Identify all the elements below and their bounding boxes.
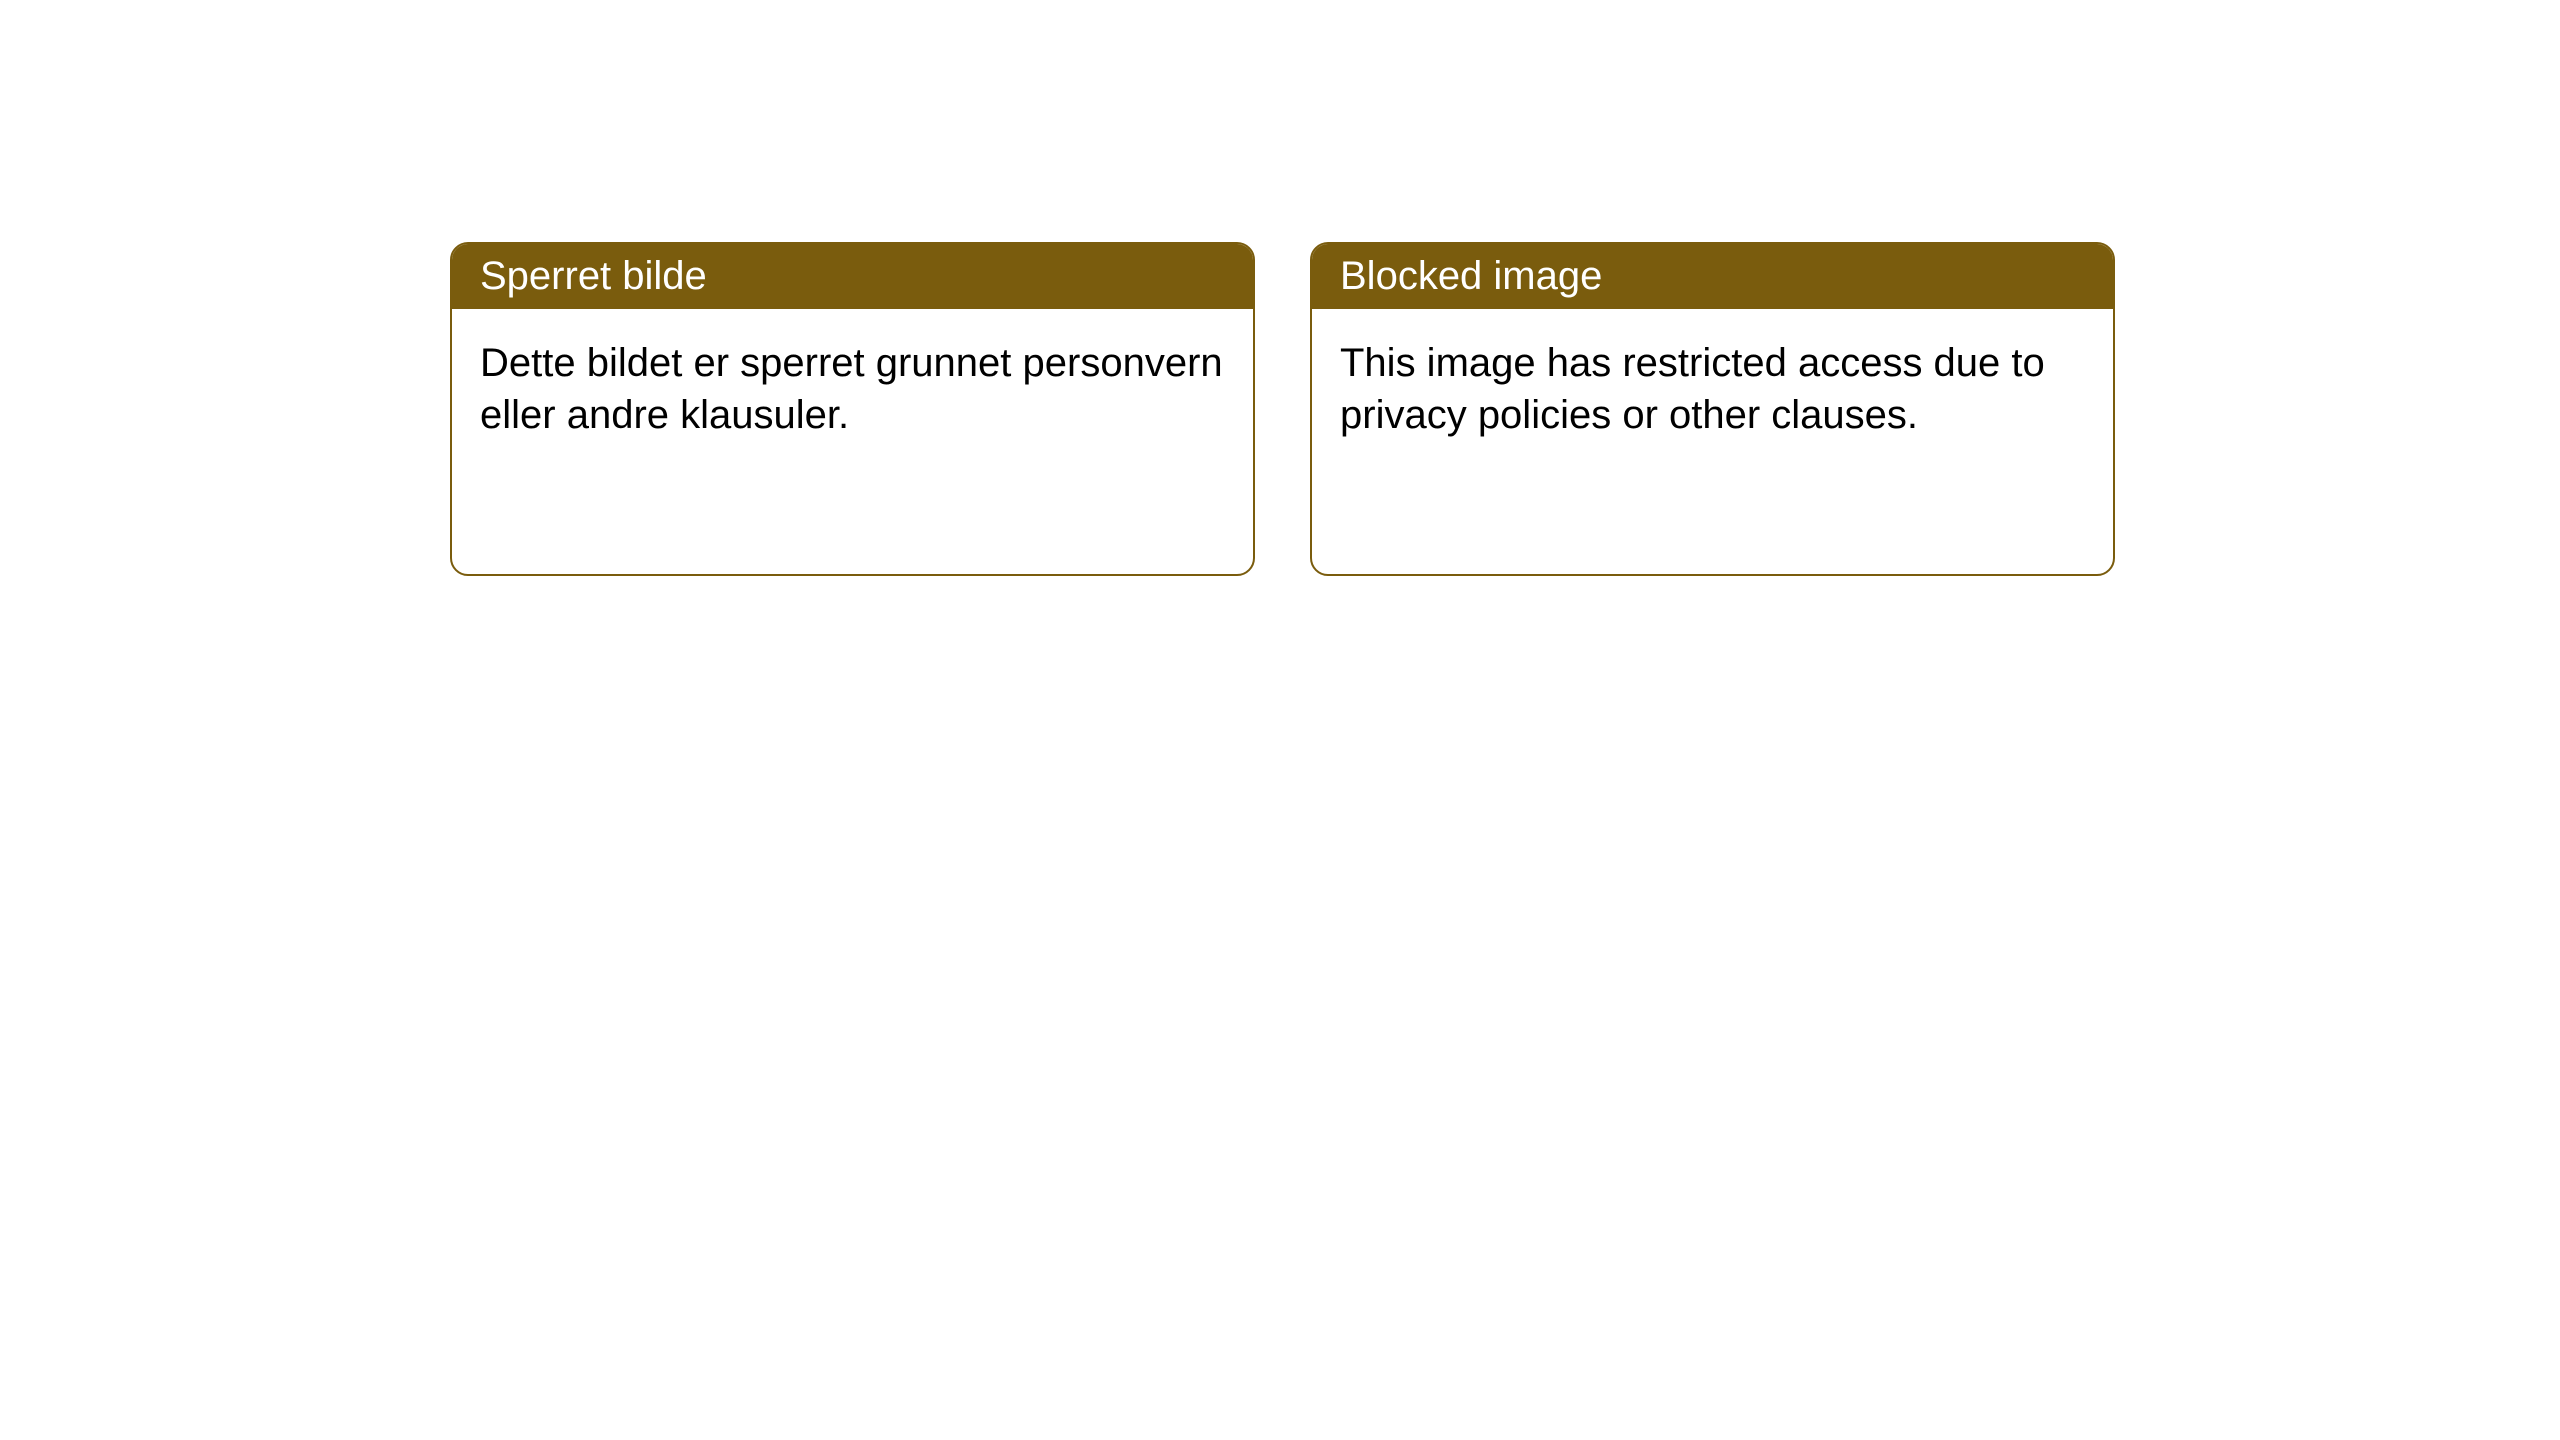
- card-body-norwegian: Dette bildet er sperret grunnet personve…: [452, 309, 1253, 469]
- card-header-english: Blocked image: [1312, 244, 2113, 309]
- card-body-text: Dette bildet er sperret grunnet personve…: [480, 341, 1223, 437]
- card-header-text: Blocked image: [1340, 254, 1602, 298]
- card-body-text: This image has restricted access due to …: [1340, 341, 2045, 437]
- card-norwegian: Sperret bilde Dette bildet er sperret gr…: [450, 242, 1255, 576]
- cards-container: Sperret bilde Dette bildet er sperret gr…: [0, 0, 2560, 576]
- card-english: Blocked image This image has restricted …: [1310, 242, 2115, 576]
- card-body-english: This image has restricted access due to …: [1312, 309, 2113, 469]
- card-header-text: Sperret bilde: [480, 254, 707, 298]
- card-header-norwegian: Sperret bilde: [452, 244, 1253, 309]
